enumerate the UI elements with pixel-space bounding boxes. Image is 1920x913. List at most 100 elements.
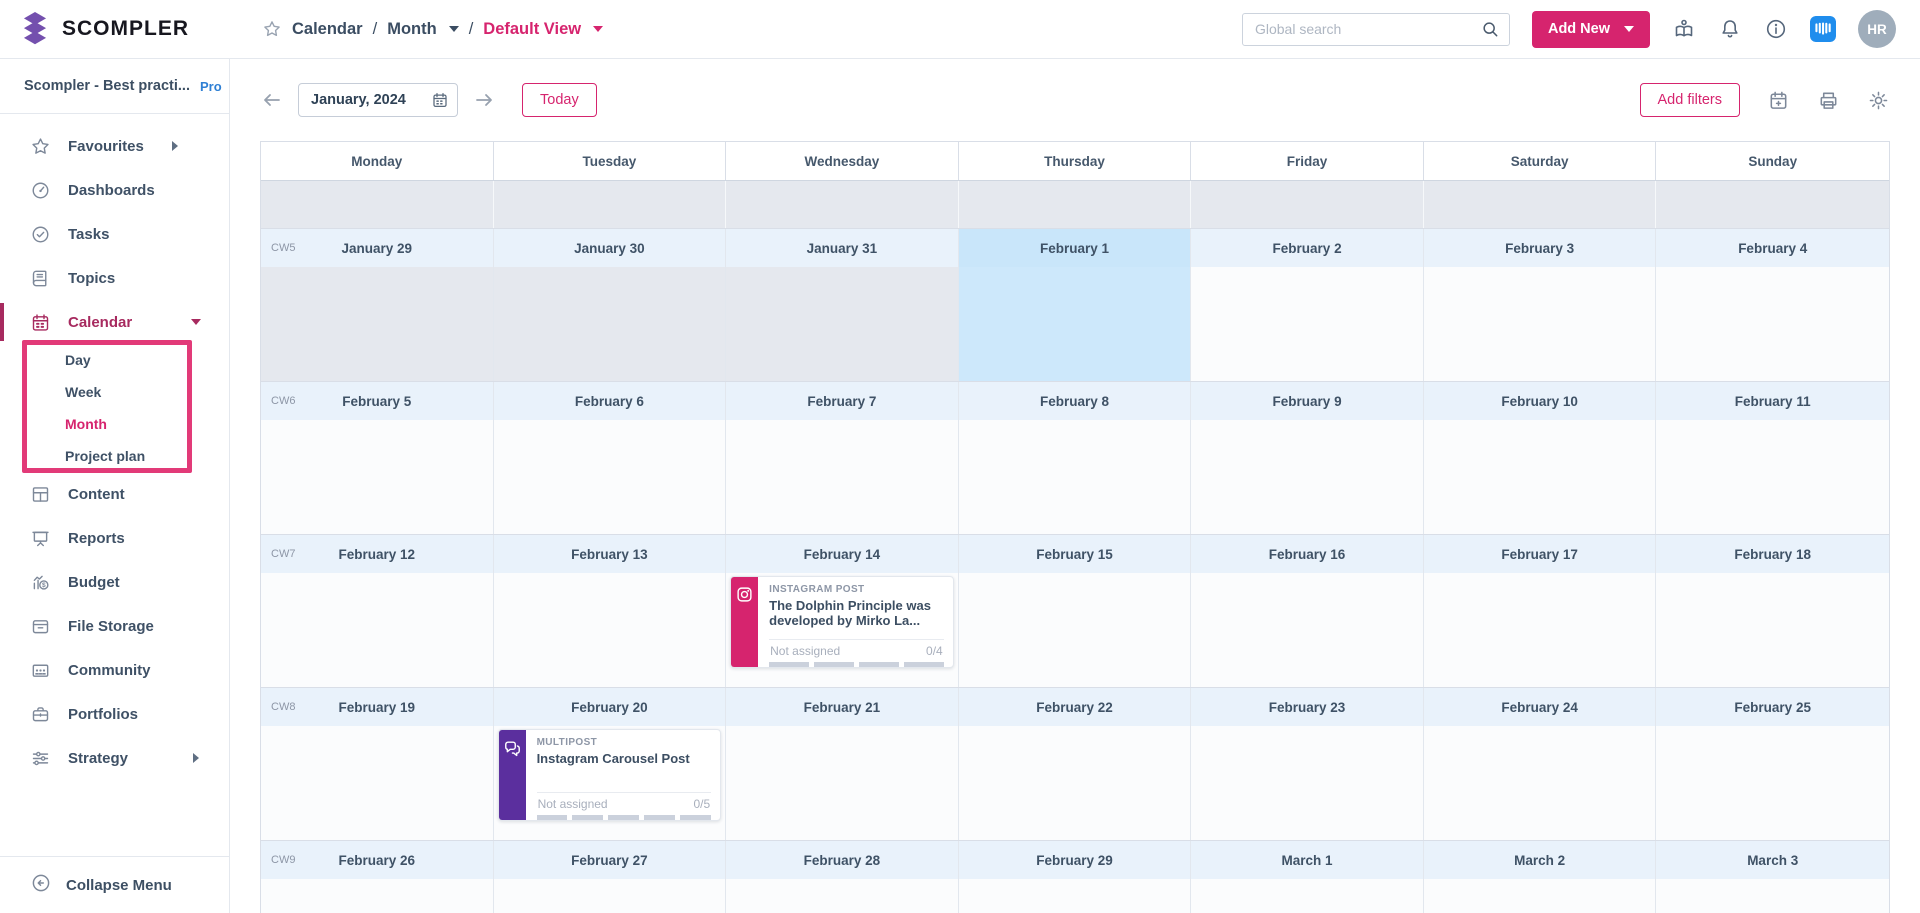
sidebar-item-community[interactable]: Community (0, 648, 229, 692)
calendar-day-cell-february-29[interactable]: February 29 (958, 841, 1192, 913)
today-button[interactable]: Today (522, 83, 597, 117)
event-card-multipost[interactable]: MULTIPOST Instagram Carousel Post Not assi… (497, 729, 722, 821)
calendar-day-cell[interactable] (261, 181, 494, 228)
info-button[interactable] (1764, 17, 1788, 41)
calendar-day-cell-february-11[interactable]: February 11 (1656, 382, 1889, 534)
day-body[interactable] (1423, 573, 1656, 687)
day-body[interactable] (261, 879, 493, 913)
day-body[interactable] (261, 420, 493, 534)
day-body[interactable] (1191, 573, 1423, 687)
day-body[interactable] (958, 420, 1191, 534)
user-avatar[interactable]: HR (1858, 10, 1896, 48)
next-month-button[interactable] (472, 88, 496, 112)
day-body[interactable] (493, 879, 726, 913)
calendar-day-cell-february-18[interactable]: February 18 (1656, 535, 1889, 687)
chevron-down-icon[interactable] (593, 26, 604, 32)
day-body[interactable] (958, 573, 1191, 687)
calendar-day-cell-january-30[interactable]: January 30 (493, 229, 727, 381)
calendar-day-cell-february-15[interactable]: February 15 (958, 535, 1192, 687)
day-body[interactable] (1656, 879, 1889, 913)
calendar-day-cell-february-13[interactable]: February 13 (493, 535, 727, 687)
day-body[interactable] (1423, 726, 1656, 840)
calendar-day-cell-february-25[interactable]: February 25 (1656, 688, 1889, 840)
day-body[interactable] (261, 267, 493, 381)
sidebar-item-dashboards[interactable]: Dashboards (0, 168, 229, 212)
calendar-day-cell[interactable] (1191, 181, 1424, 228)
day-body[interactable] (1191, 420, 1423, 534)
day-body[interactable]: INSTAGRAM POST The Dolphin Principle was … (726, 573, 958, 687)
calendar-day-cell-february-8[interactable]: February 8 (958, 382, 1192, 534)
calendar-day-cell-february-14[interactable]: February 14 INSTAGRAM POST The Dolphin Pri… (726, 535, 959, 687)
day-body[interactable] (958, 879, 1191, 913)
day-body[interactable] (1423, 267, 1656, 381)
sidebar-item-portfolios[interactable]: Portfolios (0, 692, 229, 736)
intercom-chat-button[interactable] (1810, 16, 1836, 42)
calendar-day-cell-february-19[interactable]: February 19 (261, 688, 494, 840)
calendar-day-cell-february-20[interactable]: February 20 MULTIPOST Instagram Carousel P… (493, 688, 727, 840)
calendar-day-cell-february-23[interactable]: February 23 (1191, 688, 1424, 840)
calendar-day-cell-march-1[interactable]: March 1 (1191, 841, 1424, 913)
day-body[interactable] (261, 573, 493, 687)
calendar-day-cell-february-26[interactable]: February 26 (261, 841, 494, 913)
sidebar-item-tasks[interactable]: Tasks (0, 212, 229, 256)
add-new-button[interactable]: Add New (1531, 10, 1650, 48)
day-body[interactable] (1656, 420, 1889, 534)
calendar-day-cell-february-9[interactable]: February 9 (1191, 382, 1424, 534)
calendar-day-cell-march-3[interactable]: March 3 (1656, 841, 1889, 913)
calendar-day-cell-february-17[interactable]: February 17 (1423, 535, 1657, 687)
calendar-day-cell-february-16[interactable]: February 16 (1191, 535, 1424, 687)
day-body[interactable] (1191, 267, 1423, 381)
sidebar-subitem-week[interactable]: Week (0, 376, 229, 408)
chevron-down-icon[interactable] (448, 26, 459, 32)
day-body[interactable] (1191, 879, 1423, 913)
day-body[interactable] (493, 573, 726, 687)
workspace-selector[interactable]: Scompler - Best practi... Pro (0, 59, 229, 114)
print-button[interactable] (1817, 89, 1840, 112)
day-body[interactable] (1423, 879, 1656, 913)
calendar-day-cell-february-10[interactable]: February 10 (1423, 382, 1657, 534)
calendar-day-cell-february-7[interactable]: February 7 (726, 382, 959, 534)
calendar-day-cell-february-28[interactable]: February 28 (726, 841, 959, 913)
brand-logo[interactable]: SCOMPLER (0, 10, 230, 48)
notifications-button[interactable] (1718, 17, 1742, 41)
sidebar-item-budget[interactable]: $ Budget (0, 560, 229, 604)
calendar-day-cell-february-24[interactable]: February 24 (1423, 688, 1657, 840)
breadcrumb-preset[interactable]: Default View (483, 19, 582, 38)
knowledge-base-button[interactable] (1672, 17, 1696, 41)
sidebar-subitem-month[interactable]: Month (0, 408, 229, 440)
settings-button[interactable] (1867, 89, 1890, 112)
calendar-day-cell-february-5[interactable]: February 5 (261, 382, 494, 534)
collapse-menu-button[interactable]: Collapse Menu (0, 856, 229, 913)
event-card-instagram-post[interactable]: INSTAGRAM POST The Dolphin Principle was … (730, 576, 954, 668)
day-body[interactable]: MULTIPOST Instagram Carousel Post Not assi… (493, 726, 726, 840)
calendar-day-cell-february-27[interactable]: February 27 (493, 841, 727, 913)
calendar-day-cell[interactable] (958, 181, 1192, 228)
sidebar-item-content[interactable]: Content (0, 472, 229, 516)
day-body[interactable] (726, 726, 958, 840)
calendar-day-cell-february-6[interactable]: February 6 (493, 382, 727, 534)
calendar-settings-button[interactable] (1767, 89, 1790, 112)
sidebar-item-reports[interactable]: Reports (0, 516, 229, 560)
favourite-star-icon[interactable] (262, 19, 282, 39)
calendar-day-cell-january-31[interactable]: January 31 (726, 229, 959, 381)
sidebar-item-file-storage[interactable]: File Storage (0, 604, 229, 648)
day-body[interactable] (958, 726, 1191, 840)
calendar-icon[interactable] (431, 91, 449, 114)
calendar-day-cell-february-12[interactable]: February 12 (261, 535, 494, 687)
day-body[interactable] (726, 879, 958, 913)
sidebar-subitem-project-plan[interactable]: Project plan (0, 440, 229, 472)
sidebar-item-calendar[interactable]: Calendar (0, 300, 229, 344)
sidebar-item-favourites[interactable]: Favourites (0, 124, 229, 168)
calendar-day-cell[interactable] (726, 181, 959, 228)
sidebar-subitem-day[interactable]: Day (0, 344, 229, 376)
sidebar-item-strategy[interactable]: Strategy (0, 736, 229, 780)
calendar-day-cell-february-21[interactable]: February 21 (726, 688, 959, 840)
day-body[interactable] (958, 267, 1191, 381)
calendar-day-cell-march-2[interactable]: March 2 (1423, 841, 1657, 913)
search-input[interactable] (1241, 12, 1510, 46)
calendar-day-cell-february-22[interactable]: February 22 (958, 688, 1192, 840)
day-body[interactable] (1191, 726, 1423, 840)
month-picker-input[interactable] (298, 83, 458, 117)
calendar-day-cell[interactable] (493, 181, 727, 228)
calendar-day-cell[interactable] (1656, 181, 1889, 228)
